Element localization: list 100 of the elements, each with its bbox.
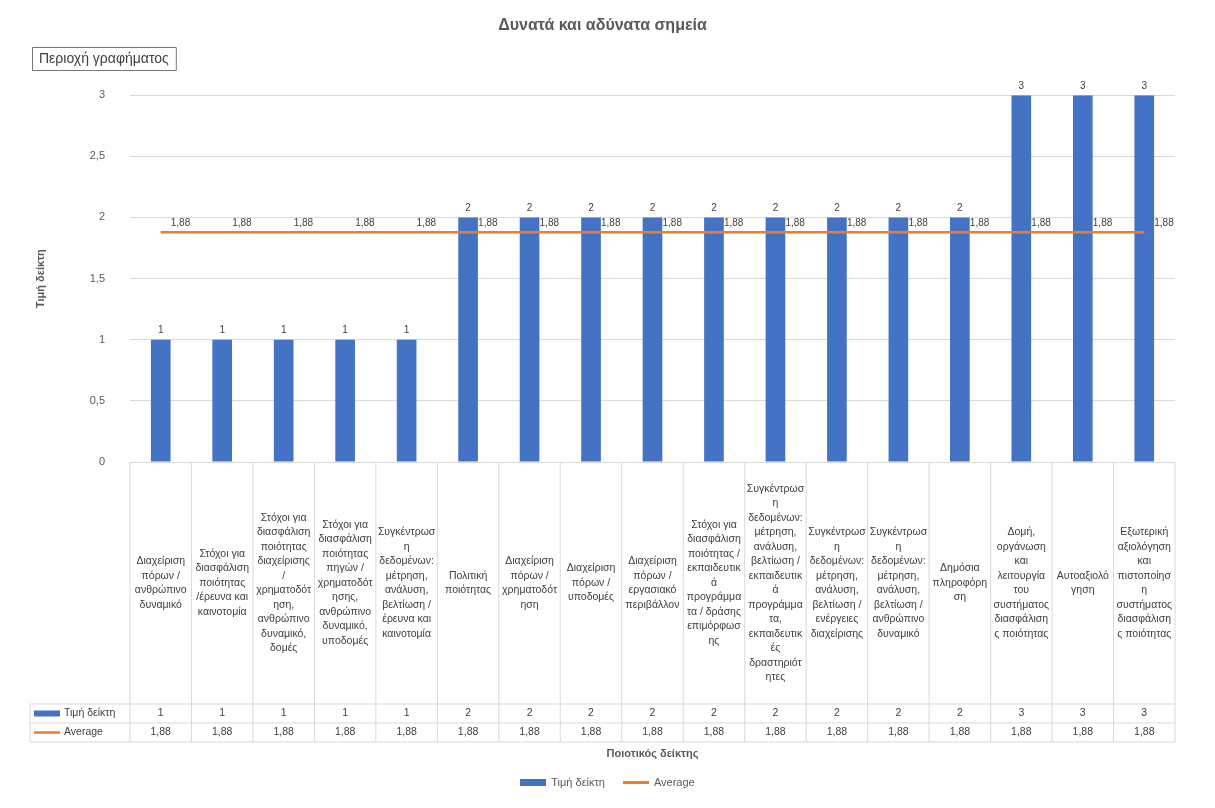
data-label: 1,88 — [1011, 725, 1032, 738]
data-label: 1,88 — [580, 725, 602, 738]
legend-label: Average — [64, 725, 104, 738]
text: 2 — [957, 202, 963, 214]
text: 1,88 — [662, 216, 682, 228]
data-label: 1 — [219, 706, 226, 719]
bar — [396, 339, 417, 462]
x-tick-label: Δημόσια πληροφόρηση — [932, 561, 988, 603]
data-label: 1,88 — [396, 725, 417, 738]
text: 3 — [1141, 79, 1148, 91]
text: 2 — [526, 202, 533, 214]
y-tick-label: 0 — [98, 455, 105, 468]
y-axis-title: Τιμή δείκτη — [33, 248, 46, 308]
data-label: 1,88 — [826, 725, 848, 738]
data-label: 1,88 — [150, 725, 172, 738]
data-label: 1 — [157, 706, 164, 719]
y-tick-label: 1,5 — [89, 271, 105, 284]
text: Τιμή δείκτη — [551, 776, 605, 788]
bar — [1072, 95, 1093, 462]
text: 2 — [895, 202, 902, 214]
bar — [212, 339, 233, 462]
text: 2 — [711, 202, 717, 214]
text: 1,88 — [1031, 216, 1051, 228]
text: Ποιοτικός δείκτης — [606, 747, 699, 761]
data-label: 1,88 — [334, 725, 356, 738]
x-tick-label: Αυτοαξιολόγηση — [1056, 568, 1110, 596]
data-label: 3 — [1018, 706, 1025, 719]
text: 2 — [649, 202, 656, 214]
bar — [335, 339, 355, 462]
text: 1,88 — [908, 216, 928, 228]
data-label: 1,88 — [1134, 725, 1155, 738]
y-tick-label: 0,5 — [89, 393, 105, 406]
category-label: Συγκέντρωση δεδομένων: μέτρηση, ανάλυση, βελτίωση / εκπαιδευτικά προγράμματα, εκπαιδευτικές δραστηριότητες — [746, 481, 805, 683]
text: 2 — [588, 202, 594, 214]
text: Περιοχή γραφήματος — [39, 49, 170, 66]
data-label: 2 — [956, 706, 963, 719]
bar — [458, 217, 478, 462]
x-tick-label: Διαχείριση πόρων / υποδομές — [566, 561, 616, 603]
x-tick-label: Δομή, οργάνωση και λειτουργία του συστήματος διασφάλισης ποιότητας — [993, 525, 1050, 639]
category-label: Στόχοι για διασφάλιση ποιότητας διαχείρισης / χρηματοδότηση, ανθρώπινο δυναμικό, δομές — [256, 510, 312, 654]
bar — [827, 217, 847, 462]
text: 1 — [403, 324, 410, 336]
text: 1 — [342, 324, 348, 336]
text: 1,88 — [293, 216, 314, 228]
bar — [1011, 95, 1032, 462]
data-label: 2 — [465, 706, 472, 719]
data-label: 1,88 — [642, 725, 663, 738]
text: 2 — [772, 202, 779, 214]
text: 1 — [219, 324, 225, 336]
chart-title: Δυνατά και αδύνατα σημεία — [498, 16, 707, 34]
data-label: 3 — [1079, 706, 1086, 719]
text: 1,88 — [601, 216, 621, 228]
x-tick-label: Πολιτική ποιότητας — [445, 568, 492, 596]
bar — [581, 217, 601, 462]
bar — [273, 339, 294, 462]
text: 1 — [280, 324, 287, 336]
text: 3 — [1080, 79, 1086, 91]
data-label: 1,88 — [211, 725, 233, 738]
text: 1 — [157, 324, 164, 336]
bar — [950, 217, 970, 462]
data-label: 2 — [588, 706, 595, 719]
category-label: Στόχοι για διασφάλιση ποιότητας / εκπαιδευτικά προγράμματα / δράσης επιμόρφωσης — [686, 517, 742, 646]
category-label: Στόχοι για διασφάλιση ποιότητας πηγών / χρηματοδότησης, ανθρώπινο δυναμικό, υποδομές — [317, 517, 373, 646]
bar — [765, 217, 786, 462]
data-label: 1,88 — [888, 725, 909, 738]
data-label: 1 — [403, 706, 410, 719]
bar — [888, 217, 909, 462]
x-tick-label: Διαχείριση πόρων / ανθρώπινο δυναμικό — [134, 554, 187, 610]
data-label: 1,88 — [457, 725, 479, 738]
y-tick-label: 2,5 — [89, 149, 105, 162]
bar — [704, 217, 724, 462]
bar — [519, 217, 540, 462]
x-tick-label: Εξωτερική αξιολόγηση και πιστοποίηση συστήματος διασφάλισης ποιότητας — [1116, 525, 1173, 639]
data-label: 1,88 — [273, 725, 295, 738]
data-label: 1,88 — [949, 725, 971, 738]
x-tick-label: Διαχείριση πόρων / εργασιακό περιβάλλον — [625, 554, 680, 610]
bar — [150, 339, 171, 462]
x-tick-label: Συγκέντρωση δεδομένων: μέτρηση, ανάλυση, βελτίωση / ανθρώπινο δυναμικό — [869, 525, 928, 639]
data-label: 2 — [649, 706, 656, 719]
text: 1,88 — [539, 216, 560, 228]
text: 1,88 — [232, 216, 252, 228]
data-label: 1,88 — [519, 725, 540, 738]
x-tick-label: Συγκέντρωση δεδομένων: μέτρηση, ανάλυση, βελτίωση / έρευνα και καινοτομία — [377, 525, 436, 639]
y-tick-label: 3 — [98, 88, 105, 101]
legend-label: Τιμή δείκτη — [64, 706, 116, 719]
x-tick-label: Διαχείριση πόρων / χρηματοδότηση — [502, 554, 558, 610]
y-tick-label: 2 — [98, 210, 105, 223]
text: 1,88 — [846, 216, 867, 228]
text: 2 — [465, 202, 471, 214]
bar — [642, 217, 663, 462]
data-label: 1 — [342, 706, 349, 719]
data-label: 1,88 — [1072, 725, 1094, 738]
bar — [1134, 95, 1155, 462]
text: 1,88 — [355, 216, 375, 228]
text: 1,88 — [969, 216, 990, 228]
text: 1,88 — [170, 216, 191, 228]
text: Average — [653, 776, 695, 788]
text: 1,88 — [416, 216, 437, 228]
text: 1,88 — [723, 216, 744, 228]
text: 1,88 — [1154, 216, 1174, 228]
